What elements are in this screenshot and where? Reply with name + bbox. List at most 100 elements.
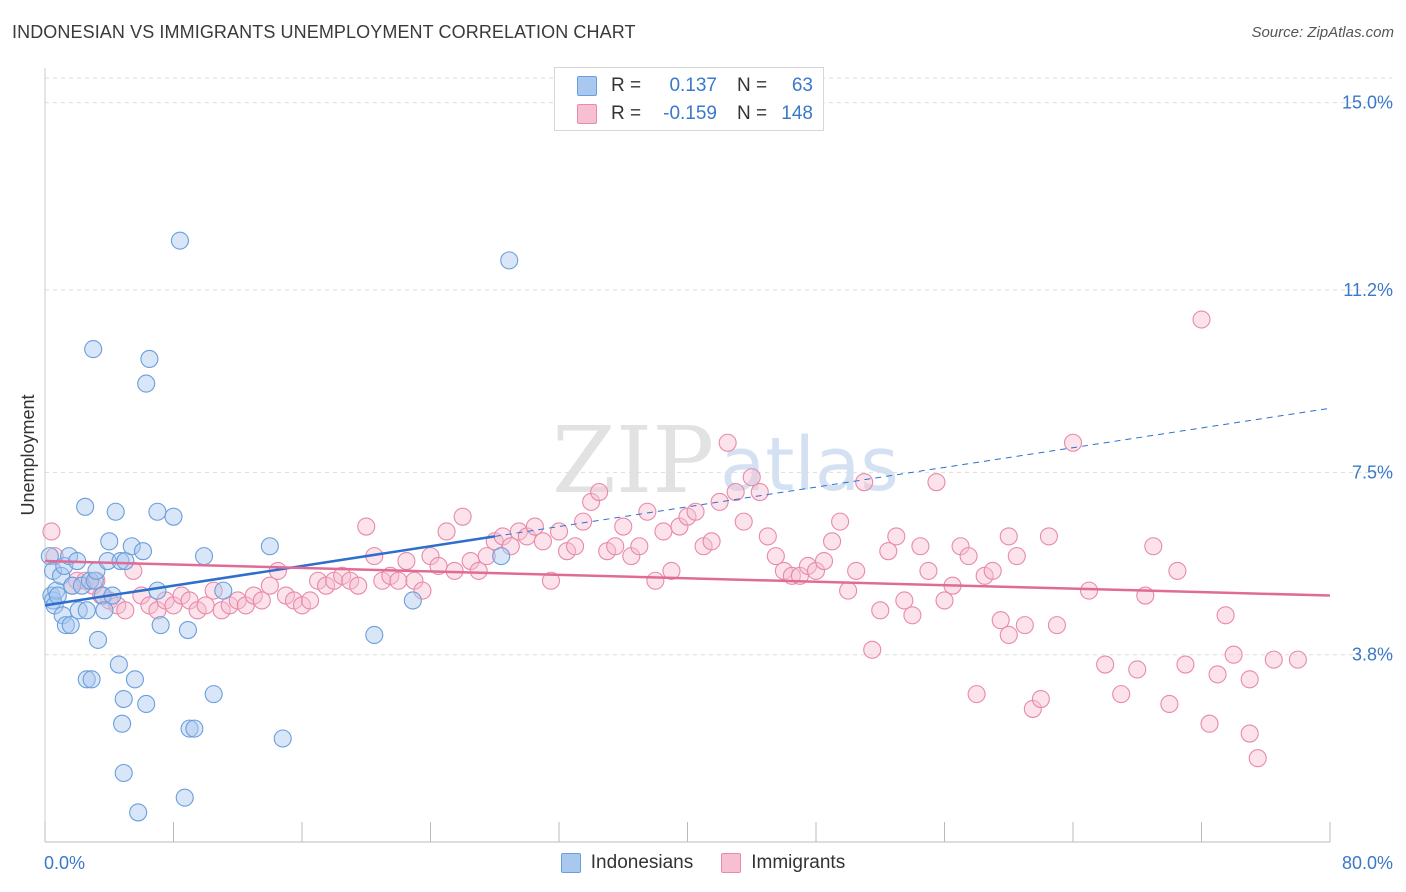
immigrants-point [541, 571, 561, 590]
immigrants-point [469, 561, 488, 580]
immigrants-point [606, 537, 625, 556]
immigrants-point [1039, 527, 1058, 546]
immigrants-point [116, 601, 135, 620]
immigrants-point [1031, 690, 1050, 709]
indonesians-point [111, 551, 130, 571]
indonesians-point [365, 625, 384, 645]
immigrants-point [1288, 650, 1307, 669]
indonesians-point [109, 655, 128, 674]
immigrants-point [1224, 645, 1243, 664]
immigrants-point [911, 537, 930, 556]
immigrants-point [814, 551, 834, 571]
immigrants-point [1168, 561, 1187, 580]
immigrants-legend-swatch [721, 853, 742, 873]
immigrants-point [871, 601, 890, 620]
indonesians-point [114, 690, 133, 709]
indonesians-point [82, 670, 101, 689]
watermark-atlas: atlas [720, 422, 899, 508]
immigrants-point [300, 591, 320, 610]
immigrants-point [935, 591, 954, 610]
y-tick-label: 7.5% [1352, 462, 1393, 482]
immigrants-point [1240, 670, 1259, 689]
x-tick-label: 0.0% [44, 853, 85, 873]
immigrants-point [1216, 606, 1235, 625]
immigrants-point [831, 512, 850, 531]
indonesians-point [148, 502, 167, 521]
indonesians-point [492, 547, 511, 566]
immigrants-point [1112, 685, 1131, 704]
y-tick-label: 15.0% [1342, 93, 1393, 113]
legend-label-immigrants: Immigrants [751, 852, 846, 873]
immigrants-point [1264, 650, 1283, 669]
immigrants-point [1208, 665, 1227, 684]
immigrants-point [927, 473, 946, 492]
immigrants-point [1007, 547, 1026, 566]
indonesians-point [273, 729, 292, 748]
immigrants-point [823, 532, 842, 551]
immigrants-point [1015, 616, 1034, 635]
immigrants-point [710, 492, 729, 511]
r-label: R = [611, 75, 642, 96]
immigrants-point [999, 625, 1018, 645]
y-axis-label: Unemployment [18, 394, 38, 515]
indonesians-point [88, 630, 108, 649]
immigrants-point [349, 576, 368, 595]
n-label: N = [737, 75, 768, 96]
indonesians-point [125, 670, 144, 689]
legend-label-indonesians: Indonesians [590, 852, 694, 873]
immigrants-point [919, 561, 938, 580]
indonesians-point [151, 616, 170, 635]
indonesians-point [403, 591, 422, 610]
indonesians-point [129, 803, 148, 822]
immigrants-point [204, 581, 223, 600]
immigrants-point [686, 502, 705, 521]
legend-row-immigrants: R = -0.159 N = 148 [577, 102, 813, 126]
indonesians-point [214, 581, 233, 600]
immigrants-trend-line [44, 559, 1331, 597]
indonesians-point [500, 251, 519, 270]
indonesians-point [56, 616, 75, 635]
immigrants-point [638, 502, 657, 521]
indonesians-point [185, 719, 204, 738]
immigrants-point [702, 532, 721, 551]
indonesians-point [194, 547, 214, 566]
immigrants-point [630, 537, 649, 556]
indonesians-point [77, 601, 96, 620]
indonesians-legend-swatch [560, 853, 581, 873]
immigrants-point [959, 547, 978, 566]
indonesians-point [100, 532, 119, 551]
y-tick-label: 3.8% [1352, 645, 1393, 665]
indonesians-point [204, 685, 223, 704]
immigrants-point [1128, 660, 1147, 679]
immigrants-point [734, 512, 753, 531]
indonesians-point [63, 576, 82, 595]
indonesians-point [122, 537, 141, 556]
immigrants-point [590, 482, 609, 502]
immigrants-point [357, 517, 376, 536]
indonesians-point [175, 788, 194, 807]
immigrants-point [437, 522, 456, 541]
immigrants-point [1248, 749, 1267, 768]
indonesians-point [178, 621, 198, 640]
indonesians-point [61, 616, 80, 635]
immigrants-point [42, 522, 61, 541]
immigrants-point [1063, 433, 1083, 452]
indonesians-point [170, 231, 189, 250]
immigrants-point [999, 527, 1018, 546]
n-value: 63 [791, 75, 813, 96]
x-tick-label: 80.0% [1342, 853, 1393, 873]
indonesians-point [98, 551, 117, 571]
immigrants-point [895, 591, 914, 610]
indonesians-point [113, 714, 132, 733]
immigrants-point [742, 468, 761, 487]
immigrants-point [525, 517, 544, 536]
indonesians-point [95, 601, 114, 620]
legend-item-immigrants[interactable]: Immigrants [721, 852, 845, 874]
indonesians-point [148, 581, 167, 600]
immigrants-point [662, 561, 681, 580]
immigrants-point [879, 542, 898, 561]
immigrants-point [855, 473, 874, 492]
legend-item-indonesians[interactable]: Indonesians [560, 852, 694, 874]
immigrants-point [654, 522, 673, 541]
immigrants-point [967, 685, 986, 704]
